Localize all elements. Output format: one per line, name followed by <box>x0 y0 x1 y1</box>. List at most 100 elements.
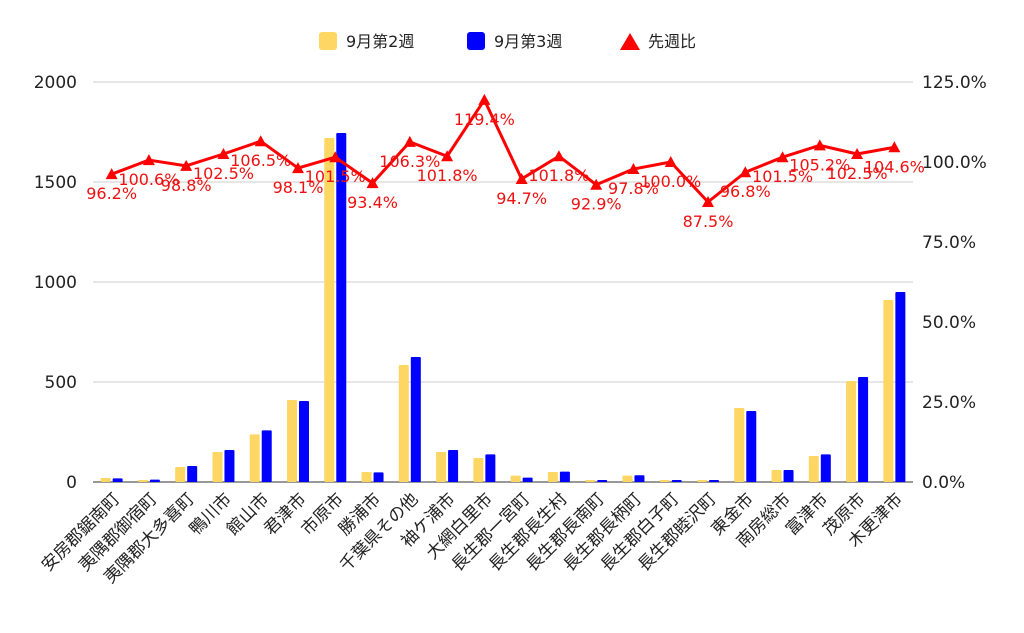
bar-week3 <box>559 471 570 482</box>
bar-week2 <box>287 400 297 482</box>
ratio-data-label: 106.3% <box>379 152 440 171</box>
ratio-point <box>441 150 454 162</box>
legend-swatch-week2 <box>319 32 337 50</box>
ratio-data-label: 101.5% <box>305 167 366 186</box>
bar-week2 <box>473 458 484 482</box>
bar-week3 <box>858 377 869 482</box>
y-axis-left: 0 500 1000 1500 2000 <box>34 73 77 493</box>
bar-week2 <box>324 138 335 482</box>
ratio-point <box>217 148 230 159</box>
legend-item-week3[interactable]: 9月第3週 <box>467 32 562 51</box>
ratio-point <box>664 156 677 167</box>
ratio-data-label: 100.0% <box>640 172 701 191</box>
y-right-tick-label: 100.0% <box>922 153 987 173</box>
ratio-data-label: 96.2% <box>86 184 137 203</box>
legend-swatch-week3 <box>467 32 485 50</box>
ratio-line <box>111 98 895 204</box>
bar-week3 <box>671 480 682 482</box>
bar-week2 <box>697 480 707 482</box>
ratio-data-label: 87.5% <box>683 212 734 231</box>
bar-week3 <box>820 454 831 482</box>
bar-week3 <box>746 411 757 482</box>
bar-week2 <box>883 300 894 482</box>
bar-week3 <box>149 479 160 482</box>
y-left-tick-label: 1000 <box>34 273 77 293</box>
ratio-point <box>776 151 789 163</box>
bar-week2 <box>398 365 409 482</box>
bar-week2 <box>436 452 447 482</box>
x-axis-labels: 安房郡鋸南町夷隅郡御宿町夷隅郡大多喜町鴨川市館山市君津市市原市勝浦市千葉県その他… <box>38 489 907 587</box>
bar-week2 <box>249 434 260 482</box>
ratio-data-label: 105.2% <box>789 155 850 174</box>
bar-week2 <box>212 452 223 482</box>
bar-week3 <box>187 466 198 482</box>
ratio-data-label: 101.5% <box>752 167 813 186</box>
bar-week2 <box>622 475 633 482</box>
ratio-point <box>142 154 155 166</box>
bar-week2 <box>137 480 148 482</box>
bar-week2 <box>510 475 521 482</box>
bar-week3 <box>224 450 235 482</box>
ratio-data-label: 94.7% <box>496 189 547 208</box>
ratio-point <box>515 172 528 184</box>
ratio-data-label: 119.4% <box>454 110 515 129</box>
ratio-data-label: 101.8% <box>417 166 478 185</box>
bar-week2 <box>175 467 186 482</box>
ratio-point <box>888 141 901 153</box>
bar-week2 <box>734 408 745 482</box>
legend-label-week3: 9月第3週 <box>494 32 562 51</box>
bar-week2 <box>100 478 111 482</box>
y-left-tick-label: 1500 <box>34 173 77 193</box>
bar-week3 <box>522 477 533 482</box>
bar-week2 <box>585 480 596 482</box>
ratio-data-label: 93.4% <box>347 193 398 212</box>
ratio-data-labels: 96.2%100.6%98.8%102.5%106.5%98.1%101.5%9… <box>86 110 925 231</box>
legend-item-ratio[interactable]: 先週比 <box>620 32 696 51</box>
bar-week3 <box>634 475 645 482</box>
bar-week2 <box>547 472 558 482</box>
bar-week3 <box>373 472 384 482</box>
ratio-point <box>590 178 603 190</box>
ratio-point <box>552 150 565 162</box>
ratio-data-label: 100.6% <box>118 170 179 189</box>
legend-item-week2[interactable]: 9月第2週 <box>319 32 414 51</box>
ratio-point <box>627 163 640 175</box>
ratio-data-label: 104.6% <box>864 157 925 176</box>
ratio-point <box>702 196 714 207</box>
ratio-point <box>254 135 267 147</box>
y-axis-right: 0.0% 25.0% 50.0% 75.0% 100.0% 125.0% <box>922 73 987 493</box>
y-right-tick-label: 75.0% <box>922 233 976 253</box>
ratio-line-series <box>105 93 901 207</box>
ratio-point <box>813 139 826 151</box>
ratio-data-label: 102.5% <box>827 164 888 183</box>
ratio-point <box>180 159 193 171</box>
bar-week3 <box>895 292 906 482</box>
y-right-tick-label: 50.0% <box>922 313 976 333</box>
ratio-point <box>292 162 304 174</box>
ratio-point <box>105 168 118 180</box>
bar-week3 <box>410 357 421 482</box>
ratio-data-label: 101.8% <box>528 166 589 185</box>
y-left-tick-label: 2000 <box>34 73 77 93</box>
ratio-data-label: 102.5% <box>193 164 254 183</box>
ratio-data-label: 96.8% <box>720 182 771 201</box>
bar-week3 <box>709 480 719 482</box>
bar-week3 <box>336 133 347 482</box>
y-left-tick-label: 0 <box>66 473 77 493</box>
bar-week2 <box>846 381 857 482</box>
legend: 9月第2週 9月第3週 先週比 <box>319 32 696 51</box>
y-right-tick-label: 25.0% <box>922 393 976 413</box>
bar-week3 <box>597 480 608 482</box>
legend-label-ratio: 先週比 <box>648 32 696 51</box>
ratio-point <box>478 93 491 105</box>
bar-week3 <box>112 478 123 482</box>
legend-label-week2: 9月第2週 <box>346 32 414 51</box>
ratio-data-label: 98.1% <box>273 178 324 197</box>
y-right-tick-label: 0.0% <box>922 473 965 493</box>
legend-triangle-icon <box>620 33 640 50</box>
ratio-point <box>851 148 864 159</box>
bar-week3 <box>261 430 272 482</box>
ratio-data-label: 92.9% <box>571 195 622 214</box>
